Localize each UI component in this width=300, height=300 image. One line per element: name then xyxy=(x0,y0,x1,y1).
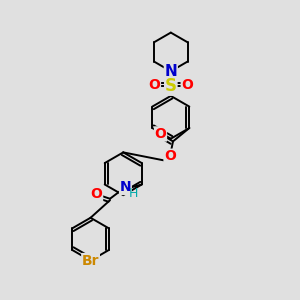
Text: N: N xyxy=(164,64,177,79)
Text: O: O xyxy=(164,149,176,163)
Text: S: S xyxy=(165,77,177,95)
Text: Br: Br xyxy=(82,254,99,268)
Text: O: O xyxy=(181,78,193,92)
Text: O: O xyxy=(154,127,166,141)
Text: O: O xyxy=(91,187,103,201)
Text: N: N xyxy=(120,181,131,194)
Text: H: H xyxy=(129,188,138,200)
Text: O: O xyxy=(148,78,160,92)
